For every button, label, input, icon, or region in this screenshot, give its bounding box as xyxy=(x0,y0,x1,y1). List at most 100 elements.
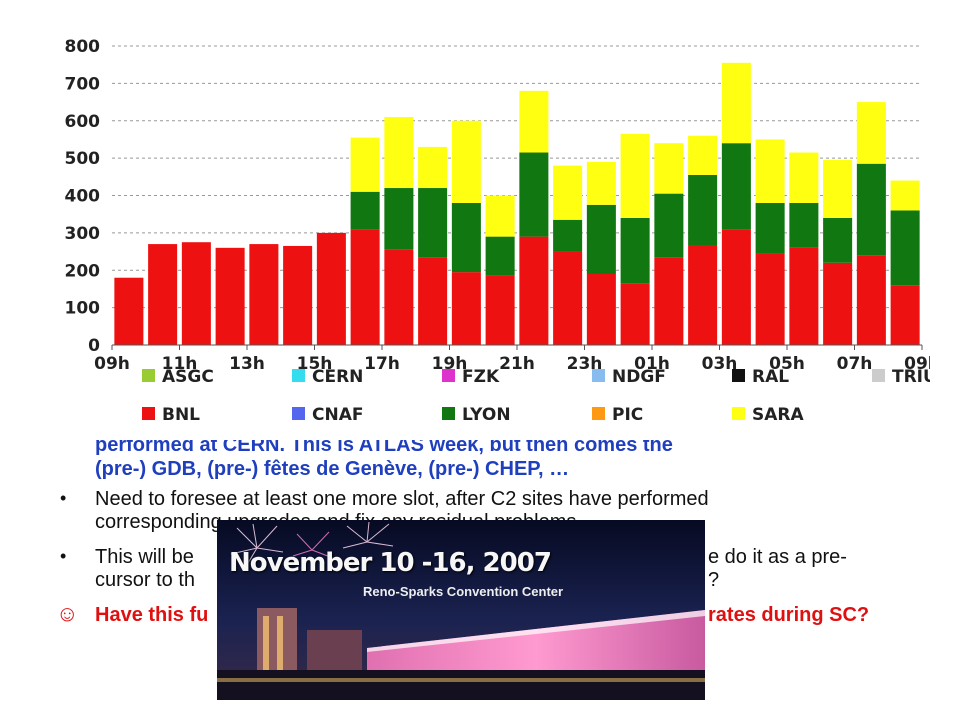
legend-label-triumf: TRIUMF xyxy=(892,367,930,387)
legend-swatch-ndgf xyxy=(592,369,605,382)
bar-lyon xyxy=(519,152,549,237)
bullet-2-right: e do it as a pre- xyxy=(708,546,847,568)
bar-sara xyxy=(620,133,650,218)
bar-lyon xyxy=(755,202,785,254)
bar-lyon xyxy=(688,174,718,246)
bar-lyon xyxy=(485,236,515,276)
bar-sara xyxy=(519,90,549,153)
bullet-2-left: This will be xyxy=(95,546,194,568)
bar-bnl xyxy=(451,272,481,345)
legend-swatch-fzk xyxy=(442,369,455,382)
bar-bnl xyxy=(114,277,144,345)
y-tick-label: 600 xyxy=(65,112,101,132)
bar-bnl xyxy=(789,247,819,345)
legend-swatch-asgc xyxy=(142,369,155,382)
bar-bnl xyxy=(890,285,920,345)
y-tick-label: 200 xyxy=(65,261,101,281)
bar-lyon xyxy=(823,217,853,263)
bar-bnl xyxy=(519,236,549,345)
bar-bnl xyxy=(823,262,853,345)
x-tick-label: 13h xyxy=(229,354,265,374)
bar-sara xyxy=(688,135,718,175)
bar-bnl xyxy=(249,244,279,345)
bullet-3-left: Have this fu xyxy=(95,604,209,626)
bar-bnl xyxy=(654,257,684,345)
conference-photo: November 10 -16, 2007 Reno-Sparks Conven… xyxy=(217,520,705,700)
legend-swatch-bnl xyxy=(142,407,155,420)
legend-label-lyon: LYON xyxy=(462,405,511,425)
bar-bnl xyxy=(755,253,785,345)
bar-sara xyxy=(553,165,583,220)
legend-label-cern: CERN xyxy=(312,367,363,387)
legend-label-fzk: FZK xyxy=(462,367,500,387)
legend-label-bnl: BNL xyxy=(162,405,200,425)
bar-sara xyxy=(586,161,616,205)
bullet-3-right: rates during SC? xyxy=(708,604,870,626)
bar-bnl xyxy=(350,229,380,345)
bar-bnl xyxy=(316,232,346,345)
bar-lyon xyxy=(384,188,414,250)
bullet-1-line-1: Need to foresee at least one more slot, … xyxy=(95,488,709,510)
legend-swatch-ral xyxy=(732,369,745,382)
bar-lyon xyxy=(350,191,380,230)
y-tick-label: 800 xyxy=(65,37,101,57)
bar-lyon xyxy=(451,202,481,273)
bar-sara xyxy=(823,159,853,218)
bar-lyon xyxy=(553,219,583,252)
x-tick-label: 01h xyxy=(634,354,670,374)
bar-bnl xyxy=(856,255,886,345)
bar-bnl xyxy=(721,229,751,345)
bar-sara xyxy=(755,139,785,203)
bar-bnl xyxy=(384,249,414,345)
bar-sara xyxy=(856,102,886,164)
bar-bnl xyxy=(181,242,211,345)
x-tick-label: 09h xyxy=(94,354,130,374)
bullet-dot-1: • xyxy=(60,488,67,508)
conference-venue: Reno-Sparks Convention Center xyxy=(363,584,564,599)
bar-bnl xyxy=(215,247,245,345)
y-tick-label: 400 xyxy=(65,187,101,207)
legend-label-pic: PIC xyxy=(612,405,643,425)
bar-bnl xyxy=(688,245,718,345)
x-tick-label: 09h xyxy=(904,354,930,374)
bar-sara xyxy=(789,152,819,203)
bar-bnl xyxy=(283,245,313,345)
legend-label-ndgf: NDGF xyxy=(612,367,666,387)
y-tick-label: 100 xyxy=(65,299,101,319)
legend-label-ral: RAL xyxy=(752,367,789,387)
legend-swatch-cern xyxy=(292,369,305,382)
slide-line-2: (pre-) GDB, (pre-) fêtes de Genève, (pre… xyxy=(95,458,570,480)
bar-lyon xyxy=(586,204,616,274)
x-tick-label: 15h xyxy=(297,354,333,374)
bar-bnl xyxy=(148,244,178,345)
x-tick-label: 07h xyxy=(837,354,873,374)
bar-sara xyxy=(890,180,920,211)
legend-swatch-cnaf xyxy=(292,407,305,420)
bar-lyon xyxy=(620,217,650,284)
y-tick-label: 300 xyxy=(65,224,101,244)
x-tick-label: 11h xyxy=(162,354,198,374)
bar-bnl xyxy=(620,283,650,345)
bar-sara xyxy=(451,120,481,203)
x-tick-label: 21h xyxy=(499,354,535,374)
conference-photo-art xyxy=(217,520,705,700)
bar-sara xyxy=(721,62,751,144)
bar-sara xyxy=(485,195,515,237)
bar-lyon xyxy=(418,188,448,258)
bar-lyon xyxy=(654,193,684,258)
bar-lyon xyxy=(721,143,751,230)
bar-sara xyxy=(384,117,414,189)
bar-sara xyxy=(350,137,380,192)
bar-sara xyxy=(654,143,684,194)
bullet-2-line-2-left: cursor to th xyxy=(95,569,196,591)
bar-lyon xyxy=(856,163,886,256)
y-tick-label: 700 xyxy=(65,74,101,94)
legend-swatch-pic xyxy=(592,407,605,420)
x-tick-label: 05h xyxy=(769,354,805,374)
bar-bnl xyxy=(418,257,448,345)
smiley-icon: ☺ xyxy=(56,601,79,626)
legend-label-sara: SARA xyxy=(752,405,804,425)
y-tick-label: 0 xyxy=(88,336,100,356)
bar-lyon xyxy=(890,210,920,286)
y-tick-label: 500 xyxy=(65,149,101,169)
